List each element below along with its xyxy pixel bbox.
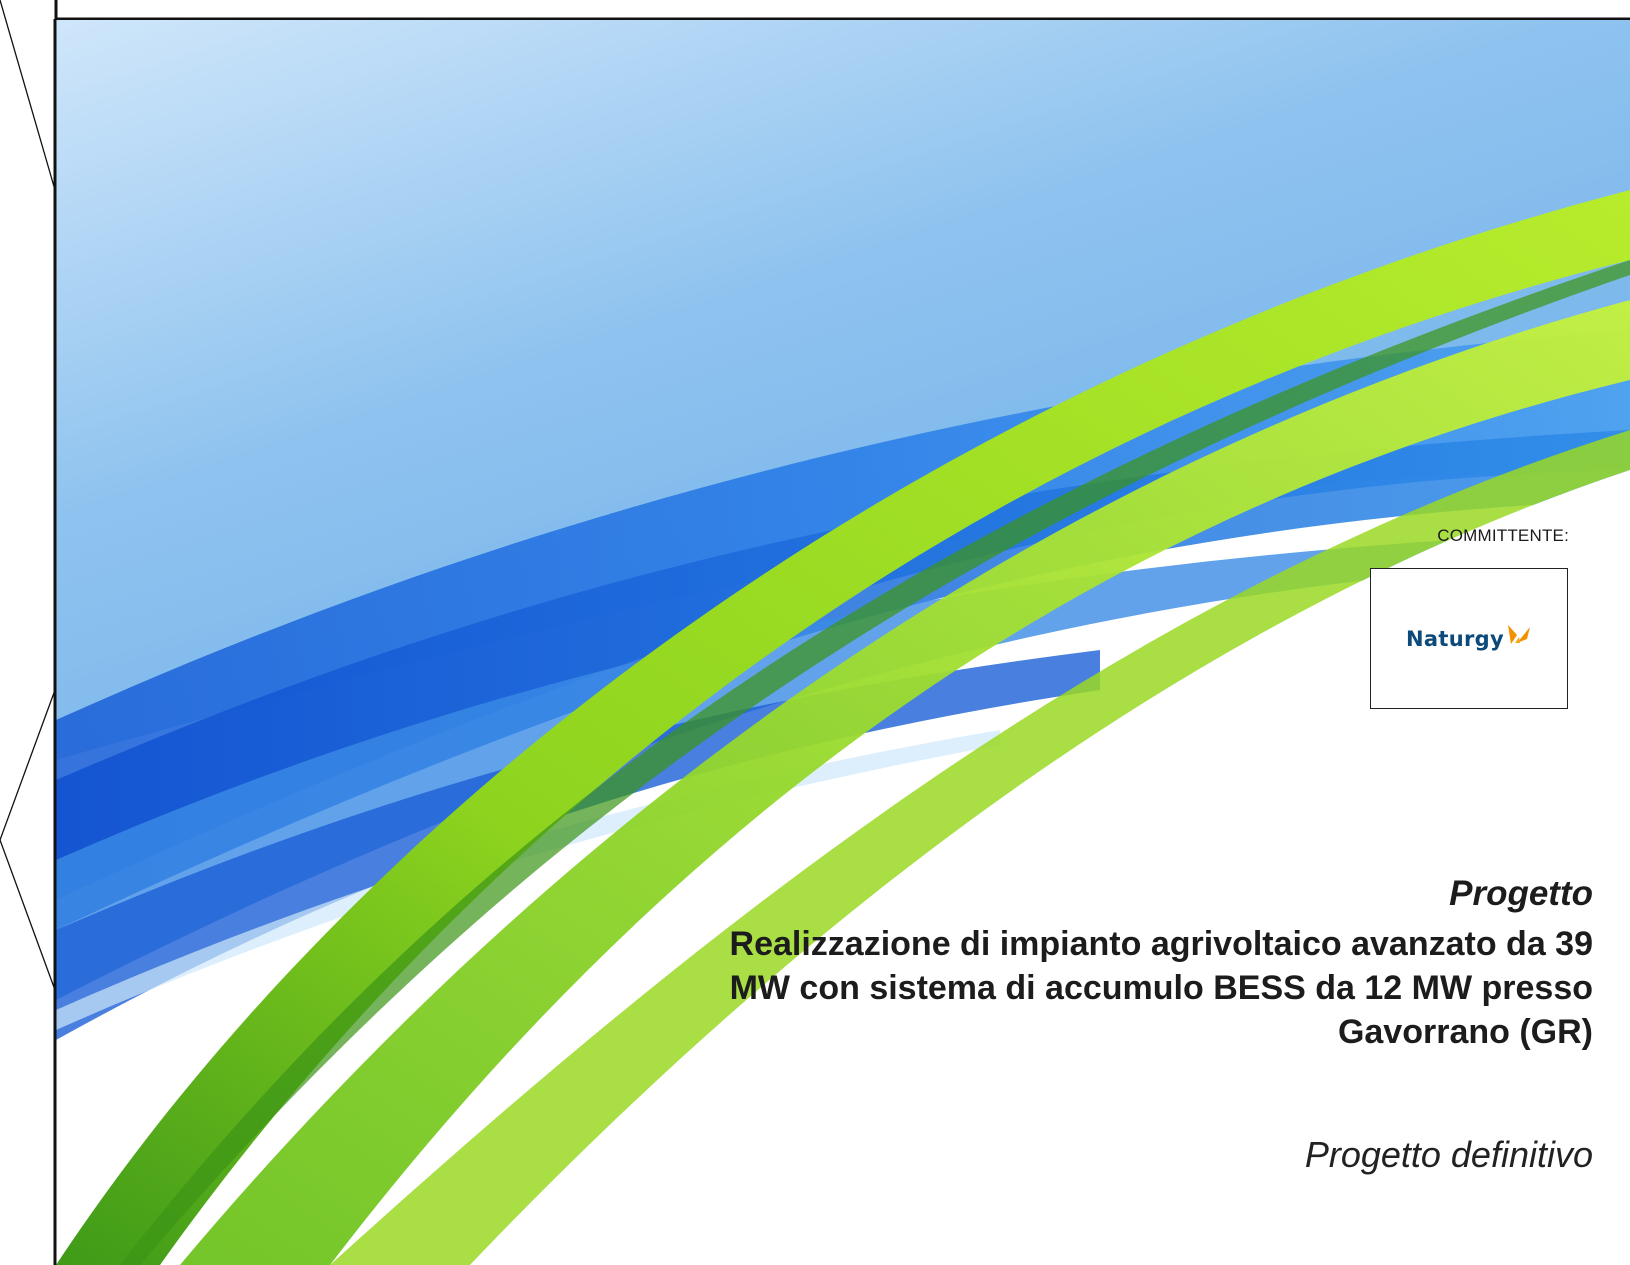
project-title-line-2: MW con sistema di accumulo BESS da 12 MW… (729, 969, 1593, 1007)
logo-wordmark: Naturgy (1406, 626, 1504, 651)
title-kicker: Progetto (1449, 874, 1593, 913)
client-logo: Naturgy (1370, 568, 1568, 709)
logo-inner: Naturgy (1406, 624, 1532, 651)
project-title-line-1: Realizzazione di impianto agrivoltaico a… (729, 925, 1593, 963)
project-title: Realizzazione di impianto agrivoltaico a… (493, 922, 1593, 1054)
naturgy-butterfly-icon (1506, 623, 1532, 647)
project-title-line-3: Gavorrano (GR) (1337, 1013, 1593, 1051)
document-subtitle: Progetto definitivo (1304, 1134, 1593, 1175)
committente-label: COMMITTENTE: (1437, 526, 1569, 545)
project-title-block: Progetto Realizzazione di impianto agriv… (493, 872, 1593, 1054)
